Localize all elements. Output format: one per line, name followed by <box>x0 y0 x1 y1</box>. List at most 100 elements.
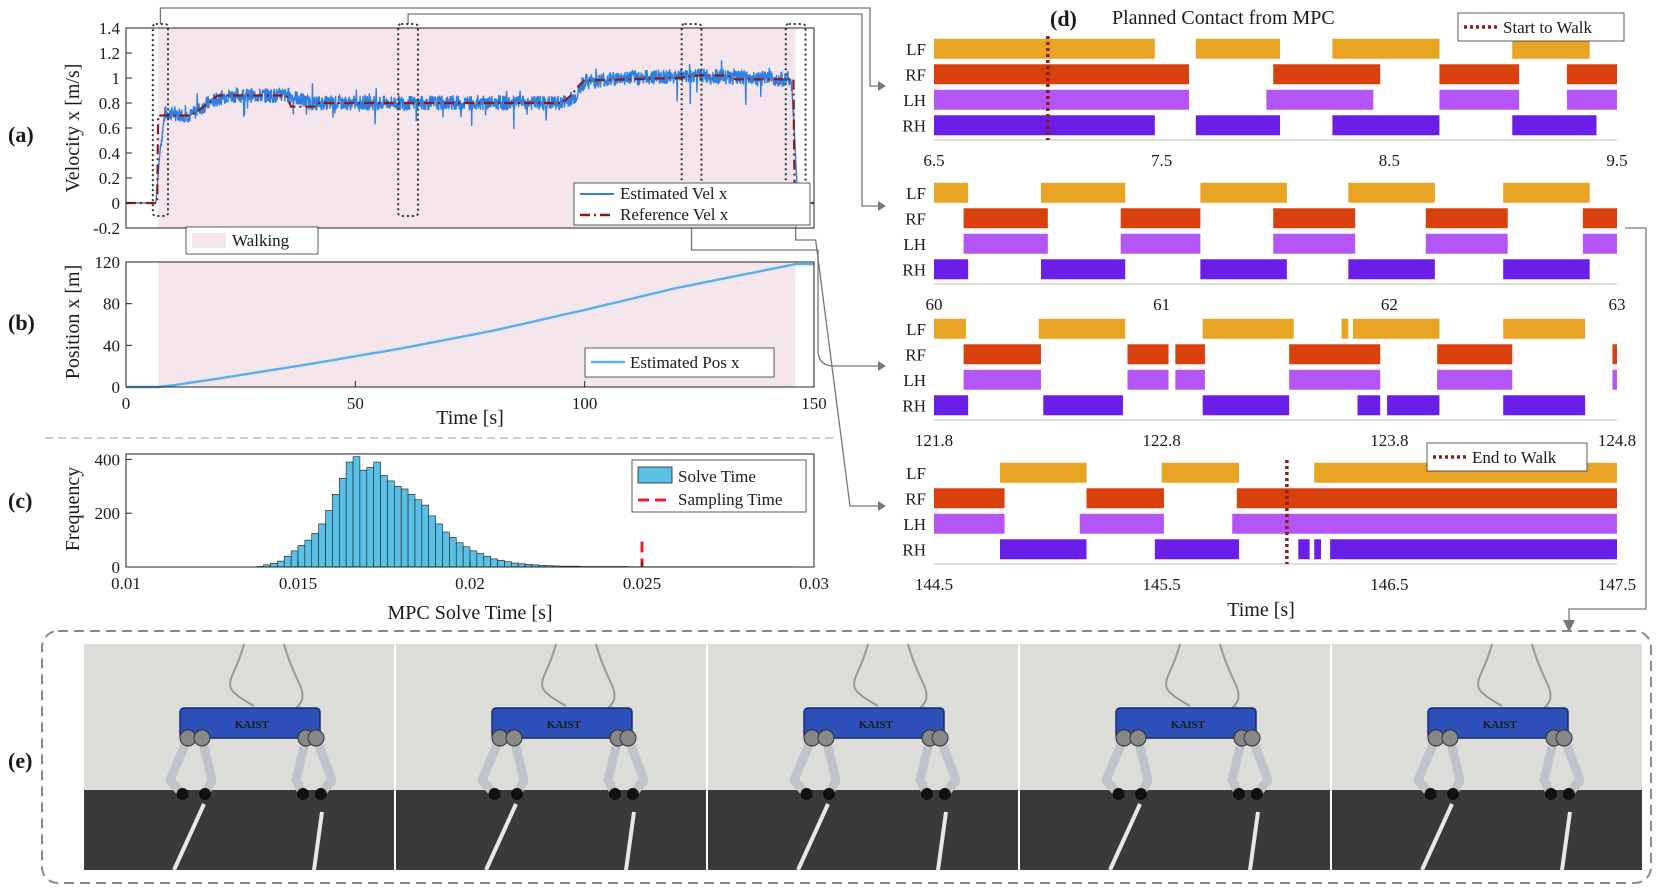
y-tick-label: 1.4 <box>99 19 121 38</box>
histogram-bar <box>394 485 402 568</box>
y-tick-label: 40 <box>103 336 120 355</box>
gantt-subplot: LF RF LH RH 121.8 122.8 123.8 124.8 <box>902 318 1636 450</box>
x-tick-label: 145.5 <box>1143 575 1181 594</box>
gantt-subplot: LF RF LH RH 6.5 7.5 8.5 9.5 <box>902 36 1628 170</box>
contact-bar <box>1503 259 1590 280</box>
velocity-legend: Estimated Vel x Reference Vel x <box>573 182 811 226</box>
robot-foot <box>1447 788 1459 800</box>
contact-bar <box>934 318 966 339</box>
contact-bar <box>1127 369 1169 390</box>
contact-bar <box>1154 539 1240 560</box>
legend-est-label: Estimated Vel x <box>620 184 728 203</box>
floor-marking <box>1108 803 1142 871</box>
contact-bar <box>1289 369 1381 390</box>
contact-bar <box>1195 115 1281 136</box>
contact-bar <box>1612 369 1617 390</box>
x-tick-label: 123.8 <box>1370 431 1408 450</box>
robot-leg <box>1101 733 1129 799</box>
contact-bar <box>1582 208 1617 229</box>
contact-bar <box>1161 462 1240 483</box>
leg-label: RF <box>905 345 926 364</box>
contact-bar <box>1041 259 1126 280</box>
histogram-bar <box>311 533 319 568</box>
y-tick-label: 0.4 <box>99 144 121 163</box>
x-tick-label: 61 <box>1153 295 1170 314</box>
connector-arrow <box>1563 620 1575 632</box>
x-tick-label: 144.5 <box>915 575 953 594</box>
x-tick-label: 124.8 <box>1598 431 1636 450</box>
contact-bar <box>1202 318 1294 339</box>
histogram-bar <box>325 510 333 568</box>
robot-photo: KAIST <box>1020 643 1330 871</box>
leg-label: RF <box>905 209 926 228</box>
walking-label: Walking <box>232 231 290 250</box>
contact-bar <box>1086 488 1164 509</box>
histogram-bar <box>352 456 361 568</box>
connector-line <box>407 13 882 207</box>
histogram-x-axis-label: MPC Solve Time [s] <box>387 602 552 624</box>
legend-ref-label: Reference Vel x <box>620 205 729 224</box>
start-walk-label: Start to Walk <box>1503 18 1592 37</box>
position-legend-label: Estimated Pos x <box>630 353 740 372</box>
robot-hip <box>931 729 949 747</box>
histogram-bar <box>476 553 485 568</box>
contact-bar <box>1175 344 1205 365</box>
y-tick-label: 0.8 <box>99 94 120 113</box>
histogram-bar <box>277 560 285 568</box>
contact-bar <box>1232 513 1617 534</box>
contact-bar <box>1079 513 1164 534</box>
robot-photo: KAIST <box>1332 643 1642 871</box>
histogram-bar <box>290 550 299 568</box>
walking-legend: Walking <box>185 226 319 255</box>
contact-bar <box>1437 369 1513 390</box>
contact-bar <box>1503 395 1586 416</box>
tether-cable <box>1531 643 1552 711</box>
connector-lines <box>159 7 1647 632</box>
contact-bar <box>1425 233 1508 254</box>
contact-bar <box>1195 38 1281 59</box>
panel-label-c: (c) <box>8 488 32 513</box>
end-walk-label: End to Walk <box>1472 448 1557 467</box>
contact-bar <box>1120 233 1201 254</box>
connector-arrow <box>878 81 886 91</box>
histogram-bar <box>345 461 354 568</box>
contact-bar <box>1175 369 1205 390</box>
robot-hip <box>619 729 637 747</box>
contact-bar <box>1332 115 1440 136</box>
robot-logo: KAIST <box>235 719 270 731</box>
tether-cable <box>283 643 304 711</box>
x-tick-label: 63 <box>1609 295 1626 314</box>
contact-bar <box>1439 89 1520 110</box>
reference-velocity-line <box>126 74 814 205</box>
robot-logo: KAIST <box>1171 719 1206 731</box>
histogram-bar <box>297 545 306 568</box>
contact-bar <box>934 395 969 416</box>
tether-cable <box>1477 643 1503 707</box>
photo-floor <box>84 790 394 870</box>
position-axes-frame <box>125 261 815 388</box>
robot-hip <box>193 729 211 747</box>
robot-hip <box>307 729 325 747</box>
position-legend: Estimated Pos x <box>584 347 775 378</box>
leg-label: RH <box>902 260 926 279</box>
histogram-bar <box>373 461 381 568</box>
robot-foot <box>823 788 835 800</box>
connector-arrow <box>878 361 886 371</box>
robot-foot <box>1112 788 1125 800</box>
contact-bar <box>1512 115 1597 136</box>
tether-cable <box>853 643 879 707</box>
leg-label: RH <box>902 396 926 415</box>
histogram-y-axis-label: Frequency <box>62 467 84 551</box>
tether-cable <box>229 643 255 707</box>
contact-bar <box>1612 344 1617 365</box>
panel-label-e: (e) <box>8 748 32 773</box>
contact-bar <box>1000 539 1087 560</box>
contact-bar <box>963 208 1048 229</box>
leg-label: LF <box>906 464 926 483</box>
contact-bar <box>1566 64 1617 85</box>
velocity-chart: -0.2 0 0.2 0.4 0.6 0.8 1 1.2 1.4 Velocity x [m/s… <box>62 19 815 255</box>
robot-foot <box>1233 788 1245 800</box>
contact-bar <box>1352 318 1440 339</box>
histogram-bar <box>387 480 395 568</box>
